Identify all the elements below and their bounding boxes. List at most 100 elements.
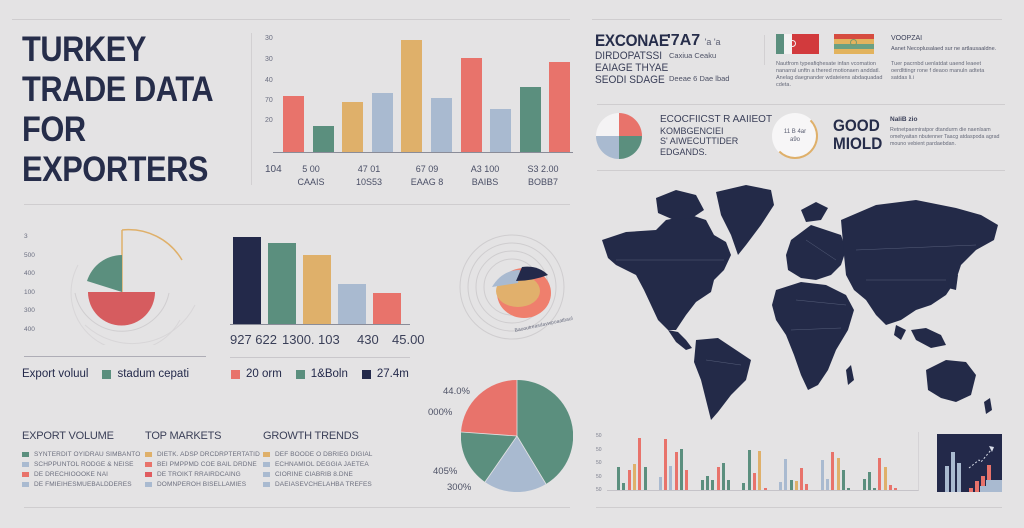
bar [826,479,829,490]
key-row: DIETK. ADSP DRCDRPTERTATID [145,449,260,459]
y-tick: 30 [265,35,273,42]
category-label: 927 622 [230,332,277,347]
growth-bars [945,452,991,492]
key-column: EXPORT VOLUME SYNTERDIT OYIDRAU SIMBANTO S… [22,430,140,489]
bar [664,438,668,490]
bar [847,488,851,490]
market-bars [230,230,410,324]
summary-line: SEODI SDAGE [595,74,665,86]
category-label: 47 01 10S53 [355,164,383,187]
summary-note-2: Deeae 6 Dae lbad [669,74,730,83]
key-swatch [263,481,270,487]
summary-block: EXCONAE DIRDOPATSSI EAIAGE THYAE SEODI S… [595,31,677,87]
key-heading: GROWTH TRENDS [263,430,359,442]
top-chart-vline [251,33,252,185]
bar [789,480,793,490]
bar [312,125,334,152]
summary-line: EAIAGE THYAE [595,62,669,74]
side-text: Retnetpaemiratpor dtandurm die naenlsam … [890,127,1000,147]
key-swatch [22,471,29,477]
key-row: DEF BOODE O DBRIEG DIGIAL [263,449,373,459]
bar [894,487,898,490]
bar [747,449,751,490]
share-pie-chart [461,380,573,492]
legend-label: 27.4m [376,368,409,380]
key-swatch [22,451,29,457]
key-label: CIORINE CIABRIB 8.DNE [275,470,353,478]
key-swatch [145,481,152,487]
category-label: 1300. [282,332,315,347]
legend-label: stadum cepati [117,368,190,380]
market-divider [230,357,410,358]
insight-text: ECOCFIICST R AAIIEOT KOMBGENCIEI S' AIWE… [660,114,773,157]
title-line-2: TRADE DATA [22,70,214,109]
bar [705,475,709,490]
y-tick: 70 [265,97,273,104]
category-label: 103 [318,332,340,347]
key-heading: TOP MARKETS [145,430,222,442]
y-tick: 40 [265,77,273,84]
trend-arrow-icon [968,446,994,469]
bar [805,483,809,490]
key-row: DE TROIKT RRAIRDCAING [145,469,260,479]
bar [727,479,731,490]
progress-ring: 11 B 4ar a9o [772,113,818,159]
mini-chart-yaxis: 50 50 50 50 50 [596,433,602,493]
bar [680,448,683,490]
key-swatch [263,471,270,477]
bar [658,477,662,490]
summary-heading: EXCONAE [595,31,669,50]
right-divider-2 [597,170,1005,171]
quadrant-pie-chart [596,113,642,159]
top-right-vline [764,35,765,65]
bar [669,466,673,490]
key-swatch [263,461,270,467]
bar [969,487,973,492]
bar [519,87,541,152]
bar [763,488,767,490]
bar [862,478,866,490]
bar [627,470,631,490]
bar [617,467,620,490]
y-tick: 30 [265,56,273,63]
legend-label: Export voluul [22,368,89,380]
key-label: SYNTERDIT OYIDRAU SIMBANTO [34,450,141,458]
bar [283,95,304,152]
bar [742,482,746,490]
growth-step-shape [980,486,986,492]
bottom-divider-left [24,507,570,508]
top-bar-chart: 30 30 40 70 20 104 5 00 CAAIS 47 01 10S53… [255,30,575,195]
key-label: DOMNPEROH BISELLAMIES [157,480,247,488]
key-label: SCHPPUNTOL RODGE & NEISE [34,460,134,468]
bar [685,470,689,490]
bar [883,467,887,490]
growth-step-shape [986,480,1002,492]
bar [721,463,725,490]
title-line-4: EXPORTERS [22,150,209,189]
summary-note-1: Caxiua Ceaku [669,51,717,60]
bottom-divider-right [596,507,1002,508]
bar [867,471,871,490]
category-label: S3 2.00 BOBB7 [527,164,559,187]
bar [490,109,512,152]
bar [975,480,979,492]
bar [758,451,762,490]
bar [951,452,955,492]
info-heading: VOOPZAI [891,35,923,42]
key-swatch [145,471,152,477]
world-map [602,185,998,420]
bar [878,457,882,490]
category-label: 67 09 EAAG 8 [410,164,444,187]
export-volume-chart [70,228,196,345]
pie-label: 44.0% [443,386,470,397]
key-row: BEI PMPPMD COE BAIL DRDNE [145,459,260,469]
info-subheading: Aanet Necoplusalaed sur ne artlausaaldne… [891,46,997,52]
right-divider-1 [597,104,1005,105]
grouped-mini-bar-chart [607,432,919,491]
bar [371,93,393,152]
legend-label: 20 orm [246,368,282,380]
legend-swatch-coral [231,369,240,379]
x-axis-label: 104 [265,164,282,175]
y-tick: 20 [265,117,273,124]
bar [716,467,720,490]
